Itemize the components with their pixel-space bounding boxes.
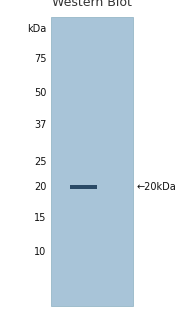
Text: 25: 25: [34, 157, 47, 167]
Text: 15: 15: [34, 213, 47, 223]
Text: ←20kDa: ←20kDa: [137, 182, 177, 192]
Text: Western Blot: Western Blot: [52, 0, 132, 9]
Text: 20: 20: [34, 182, 47, 192]
Bar: [70, 185, 97, 189]
Text: 50: 50: [34, 88, 47, 98]
Text: 37: 37: [34, 120, 47, 130]
Text: 10: 10: [34, 247, 47, 257]
Text: 75: 75: [34, 54, 47, 64]
Bar: [51, 17, 133, 306]
Text: kDa: kDa: [27, 24, 47, 34]
